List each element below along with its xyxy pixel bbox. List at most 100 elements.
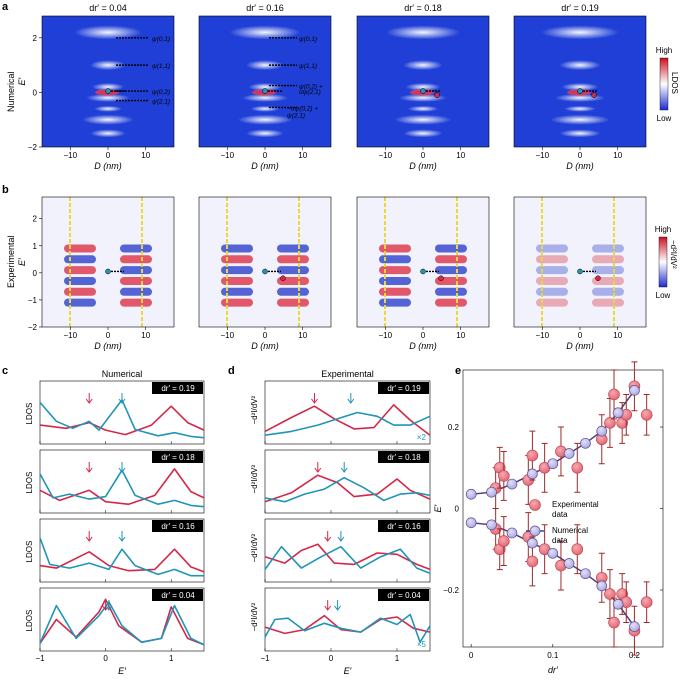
map-ytick-2: −2 [28,143,38,152]
map-a-band-3-5 [559,129,601,138]
d-badge-3: dr′ = 0.04 [387,591,421,600]
d-red-line-1 [264,474,431,503]
map-xtick-0-2: 10 [141,151,150,160]
map-b-blue-dot-1 [262,268,268,275]
e-xtick-1: 0.1 [547,651,559,660]
e-ytick-0: 0.2 [448,423,460,432]
map-a-band-0-2 [86,93,130,102]
colorbar-b-label: −d²I/dV² [669,240,678,269]
map-b-stripe-left-0-5 [64,298,96,307]
panel-letter-b: b [2,184,9,196]
d-badge-0: dr′ = 0.19 [387,384,421,393]
e-experimental_lower-point-9 [604,588,616,600]
map-ylabel: E′ [17,258,27,266]
d-frame-1 [264,449,431,514]
c-blue-line-3 [39,601,205,646]
e-numerical_upper-point-2 [506,478,518,490]
d-blue-arrow-1 [340,462,348,473]
e-experimental_upper-point-2 [498,470,510,482]
e-legend-exp-marker [529,499,541,511]
d-frame-2 [264,518,431,583]
colorbar-a-low: Low [657,114,672,123]
map-a-blue-dot-1 [262,88,268,94]
map-b-blue-dot-3 [577,268,583,275]
d-note-3: ×5 [417,640,427,649]
e-experimental_upper-point-9 [604,417,616,429]
c-title: Numerical [102,369,143,379]
e-ytick-2: −0.2 [443,586,459,595]
d-frame-3 [264,587,431,652]
e-numerical_upper-point-7 [596,425,608,437]
e-ylabel: E′ [433,504,443,512]
map-xtick-1-0: −10 [220,151,234,160]
map-b-stripe-right-0-0 [120,244,152,253]
map-b-stripe-right-0-2 [120,266,152,275]
map-b-red-dot-3 [595,275,601,281]
d-ylabel-3: −d²I/dV² [250,602,259,631]
map-b-stripe-left-3-5 [536,298,568,307]
map-a-band-0-0 [90,60,126,71]
map-ytick-0: 2 [33,34,38,43]
map-a-band-1-3 [250,105,280,112]
panel-letter-d: d [228,365,235,377]
e-numerical_lower-point-0 [465,517,477,529]
e-numerical_upper-point-9 [629,385,640,396]
c-blue-arrow-0 [118,393,126,404]
e-numerical_upper-point-0 [465,488,477,500]
e-numerical_upper-point-5 [563,448,575,459]
map-b-blue-dot-2 [420,268,426,275]
d-note-0: ×2 [417,433,427,442]
d-frame-0 [264,380,431,445]
map-a-red-dot-3 [591,92,597,98]
d-red-arrow-3 [324,600,332,611]
e-numerical_upper-point-4 [547,458,559,470]
map-b-stripe-right-1-2 [277,266,309,275]
c-badge-bg-3 [152,589,203,601]
map-xtick-0-0: −10 [63,151,77,160]
map-b-stripe-right-2-1 [435,255,467,264]
colorbar-a-label: LDOS [670,72,679,94]
d-badge-2: dr′ = 0.16 [387,522,421,531]
e-numerical_upper-point-3 [527,468,538,480]
c-red-arrow-1 [85,462,93,473]
map-xlabel-2: D (nm) [409,341,437,351]
map-a2-state-1: ψ(1,1) [299,63,317,70]
colorbar-a: High Low LDOS [656,46,679,123]
e-xtick-0: 0 [469,651,474,660]
map-a-band-2-3 [407,105,439,112]
d-red-line-2 [264,543,431,571]
c-red-arrow-3 [102,600,109,611]
map-a-band-3-6 [540,25,620,40]
c-badge-bg-2 [152,520,203,532]
map-a-band-2-4 [394,114,452,125]
c-blue-arrow-2 [118,531,126,542]
d-badge-bg-1 [378,451,429,463]
map-xtick-1-1: 0 [263,331,268,340]
e-numerical_lower-point-6 [580,568,591,580]
c-blue-line-2 [39,537,204,577]
map-b-stripe-left-1-4 [221,287,253,296]
map-title-1: dr′ = 0.16 [246,3,283,13]
map-xtick-0-0: −10 [63,331,77,340]
map-b-stripe-right-0-5 [120,298,152,307]
map-xtick-2-1: 0 [421,331,426,340]
map-a-band-3-3 [563,105,597,112]
map-xtick-1-2: 10 [298,151,307,160]
colorbar-a-bar [659,57,669,111]
e-experimental_lower-point-4 [526,555,539,568]
e-numerical_lower-point-7 [596,580,608,592]
map-b-stripe-left-0-4 [64,287,96,296]
map-xtick-0-1: 0 [106,331,111,340]
c-red-line-0 [39,405,205,436]
map-a1-state-2: ψ(0,2) [152,89,170,96]
d-badge-bg-0 [378,382,429,394]
map-b-stripe-right-1-4 [277,287,309,296]
map-b-blue-dot-0 [105,268,111,275]
e-numerical_upper-point-6 [580,437,591,449]
e-legend-num-data: data [552,536,568,545]
c-badge-0: dr′ = 0.19 [161,384,195,393]
c-red-line-2 [39,548,205,573]
map-a-band-1-2 [241,93,289,102]
e-numerical_lower-point-1 [486,519,497,531]
